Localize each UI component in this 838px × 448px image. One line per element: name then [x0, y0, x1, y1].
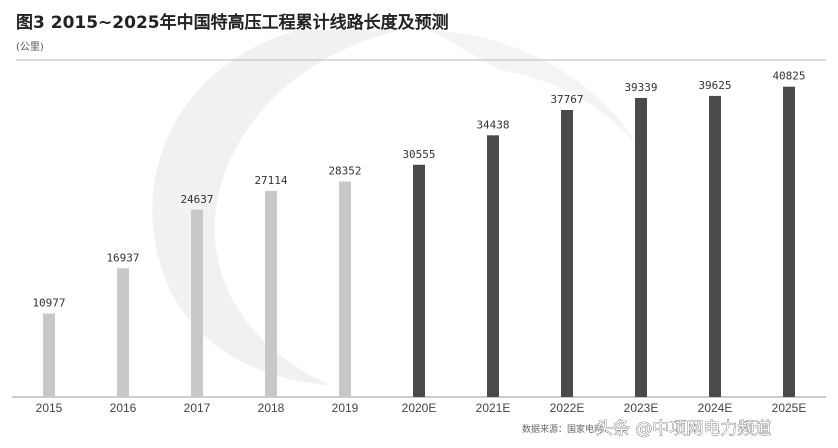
value-label-2023E: 39339 — [624, 81, 657, 94]
x-tick-2023E: 2023E — [624, 401, 659, 415]
value-label-2021E: 34438 — [476, 118, 509, 131]
x-tick-labels-group: 2015 2016 2017 2018 2019 2020E 2021E 2022E 2023E… — [36, 401, 807, 415]
bar-2021E — [487, 135, 499, 398]
bar-2018 — [265, 190, 277, 397]
bar-2023E — [635, 98, 647, 397]
value-labels-group: 10977 16937 24637 27114 28352 30555 34438 37767… — [32, 70, 805, 310]
value-label-2020E: 30555 — [402, 148, 435, 161]
value-label-2022E: 37767 — [550, 93, 583, 106]
watermark: 头条 @中项网电力频道 — [596, 419, 771, 439]
unit-label: (公里) — [16, 41, 44, 53]
value-label-2019: 28352 — [328, 165, 361, 178]
bars-group — [43, 86, 795, 398]
value-label-2015: 10977 — [32, 297, 65, 310]
bar-2025E — [783, 86, 795, 397]
x-tick-2017: 2017 — [184, 401, 211, 415]
bar-2017 — [191, 209, 203, 397]
value-label-2017: 24637 — [180, 193, 213, 206]
bar-2020E — [413, 164, 425, 397]
bar-2016 — [117, 268, 129, 397]
x-tick-2018: 2018 — [258, 401, 285, 415]
x-tick-2020E: 2020E — [402, 401, 437, 415]
chart-title: 图3 2015~2025年中国特高压工程累计线路长度及预测 — [16, 12, 449, 33]
bar-2019 — [339, 181, 351, 397]
x-tick-2016: 2016 — [110, 401, 137, 415]
value-label-2018: 27114 — [254, 174, 287, 187]
bar-2022E — [561, 110, 573, 397]
x-tick-2025E: 2025E — [772, 401, 807, 415]
value-label-2024E: 39625 — [698, 79, 731, 92]
x-tick-2024E: 2024E — [698, 401, 733, 415]
value-label-2025E: 40825 — [772, 70, 805, 83]
x-tick-2019: 2019 — [332, 401, 359, 415]
x-tick-2022E: 2022E — [550, 401, 585, 415]
value-label-2016: 16937 — [106, 251, 139, 264]
bar-2015 — [43, 313, 55, 397]
x-tick-2015: 2015 — [36, 401, 63, 415]
bar-2024E — [709, 95, 721, 398]
x-tick-2021E: 2021E — [476, 401, 511, 415]
source-note: 数据来源：国家电网 — [522, 423, 603, 435]
